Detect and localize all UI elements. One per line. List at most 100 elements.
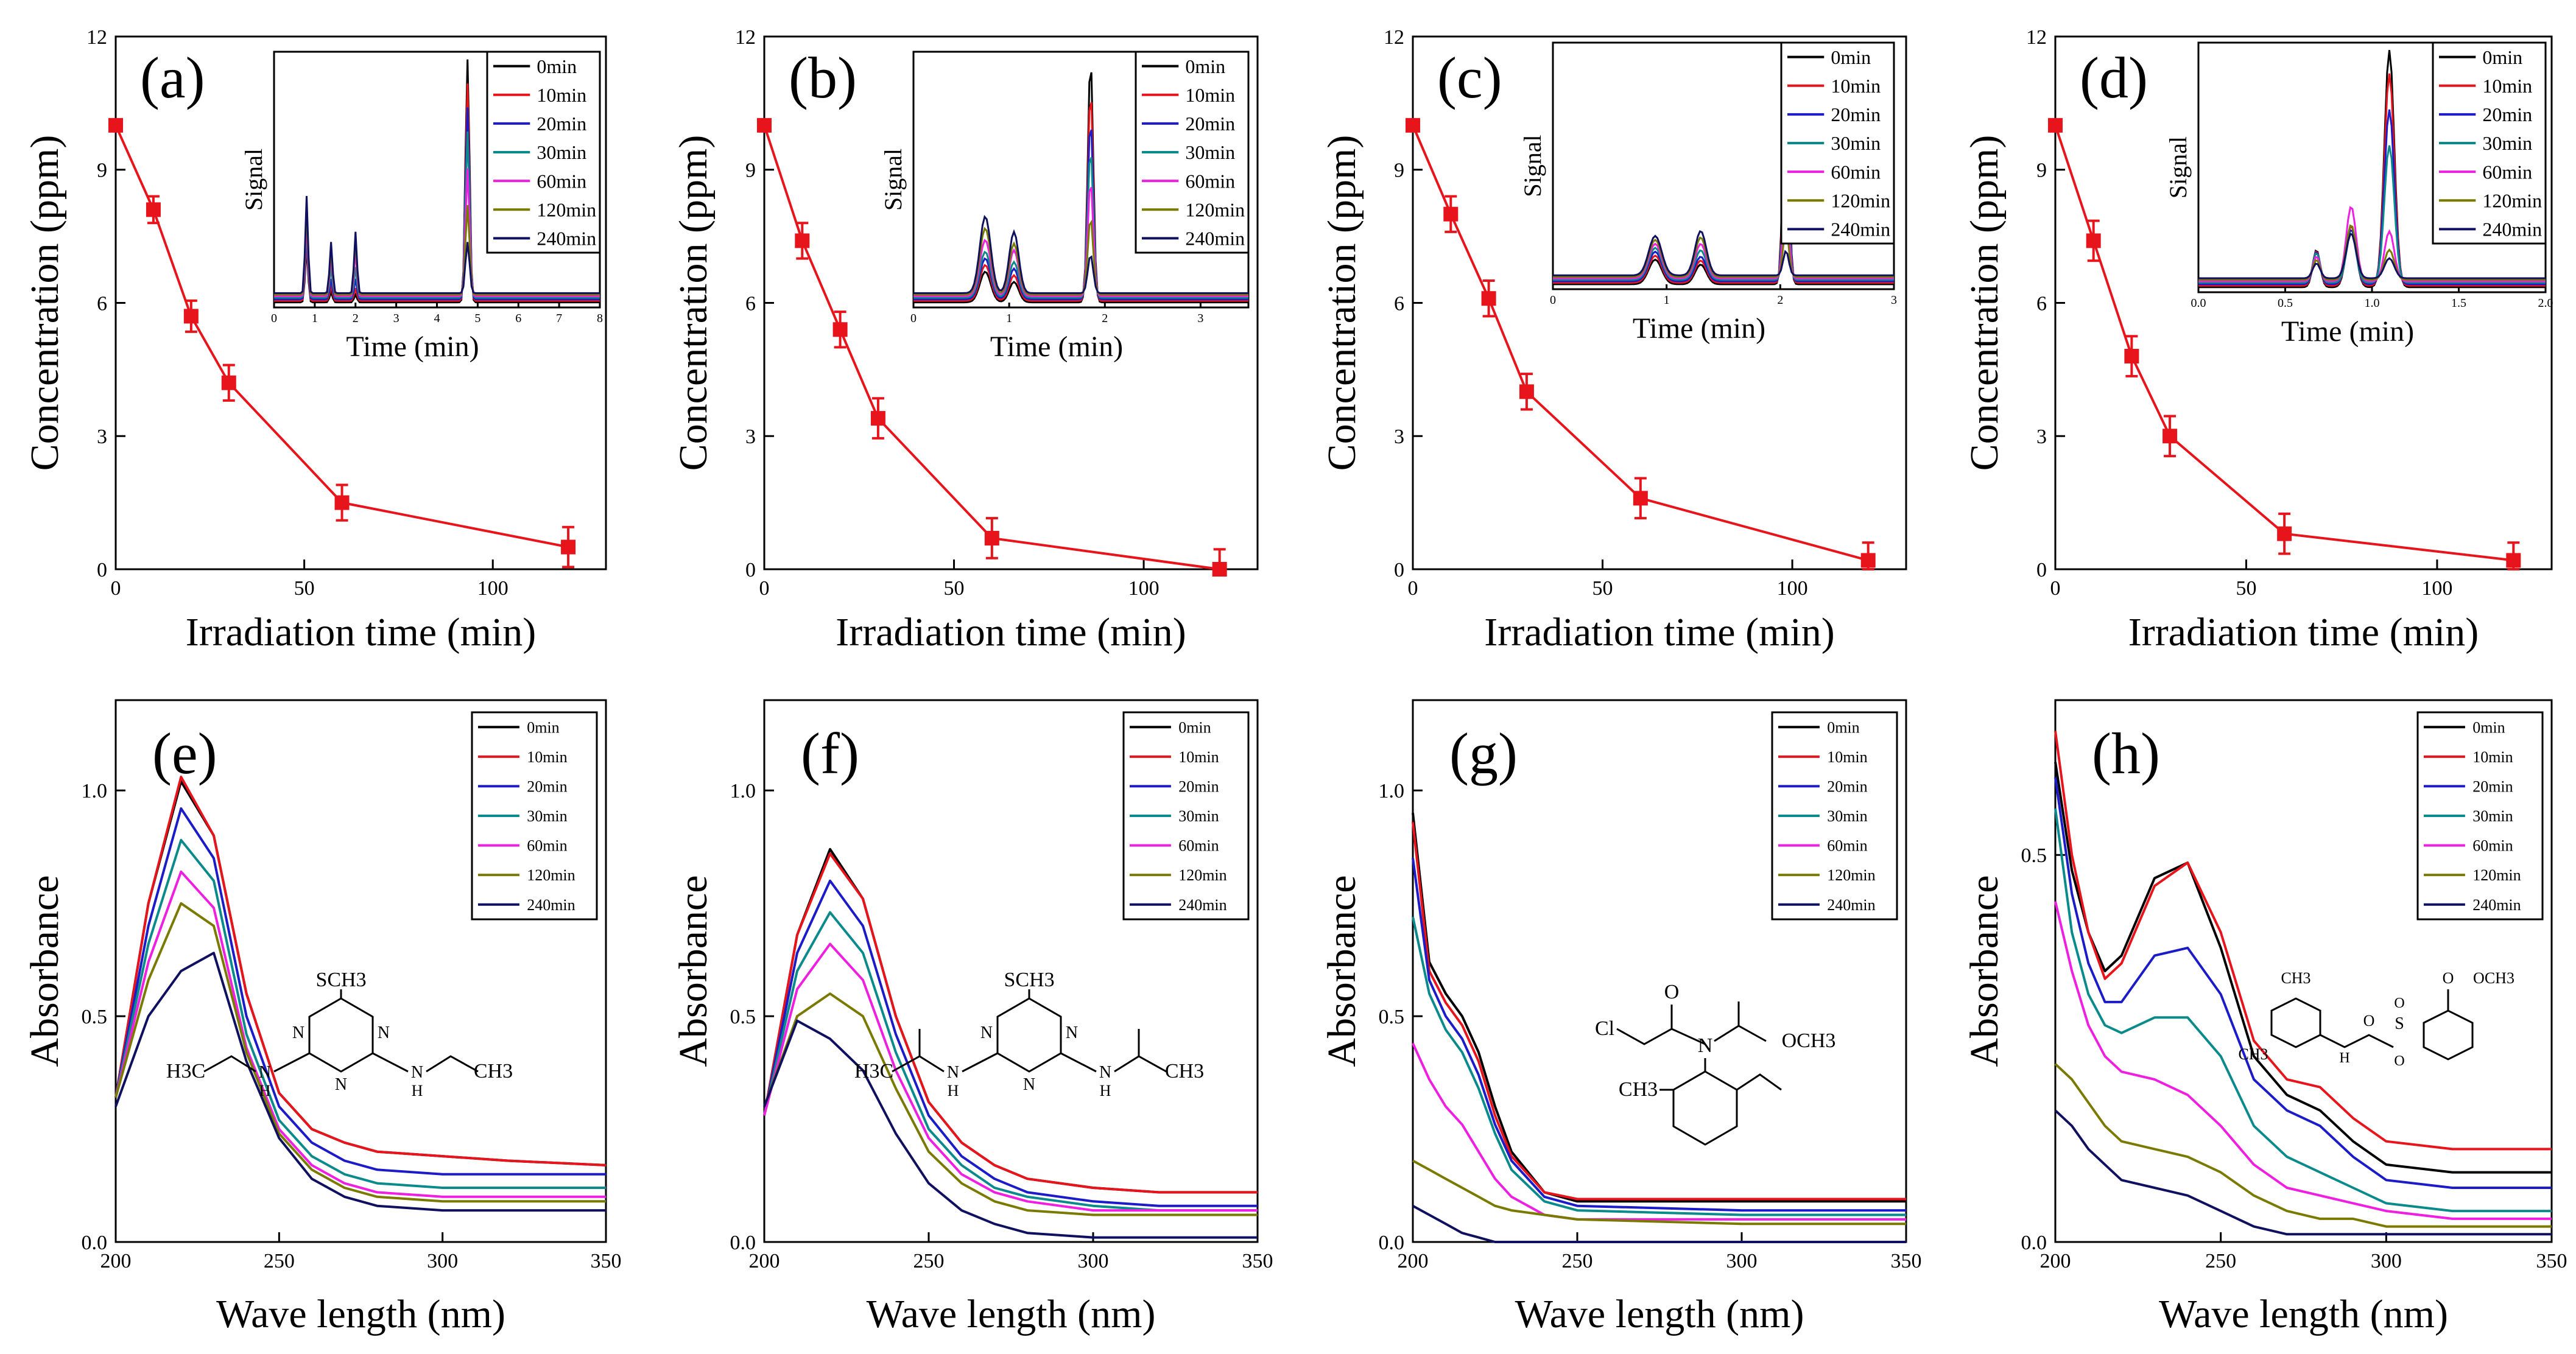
inset-x-tick-label: 2.0: [2538, 296, 2553, 310]
structure-label: O: [1664, 981, 1680, 1003]
y-tick-label: 0.5: [82, 1006, 108, 1028]
y-tick-label: 0.0: [730, 1232, 756, 1254]
inset-x-tick-label: 7: [556, 312, 562, 325]
data-point: [2048, 118, 2063, 133]
x-tick-label: 100: [2421, 577, 2452, 600]
legend-label: 30min: [1831, 132, 1881, 154]
legend-label: 60min: [1178, 837, 1219, 855]
data-line: [763, 125, 1220, 570]
inset-x-tick-label: 6: [515, 312, 521, 325]
structure-label: CH3: [474, 1060, 513, 1082]
y-tick-label: 3: [745, 426, 756, 448]
legend-label: 10min: [1178, 748, 1219, 766]
x-tick-label: 250: [913, 1250, 945, 1272]
series-line-240min: [1412, 1204, 1906, 1243]
x-tick-label: 300: [1078, 1250, 1109, 1272]
legend-label: 0min: [1178, 718, 1211, 736]
benzene-ring: [2423, 1009, 2474, 1061]
chain: [1616, 1028, 1672, 1045]
y-tick-label: 9: [97, 160, 107, 182]
legend-label: 30min: [1178, 807, 1219, 825]
x-tick-label: 200: [1398, 1250, 1429, 1272]
ring: [996, 997, 1062, 1073]
structure-label: S: [2395, 1014, 2404, 1033]
inset-chromatogram: 0 1 2 3 Time (min) Signal 0min 10min 20min 30min 6…: [1519, 41, 1897, 345]
series-line-120min: [1412, 1159, 1906, 1226]
y-axis-label: Absorbance: [1962, 875, 2007, 1067]
inset-x-tick-label: 2: [1777, 293, 1783, 307]
legend-label: 60min: [2482, 161, 2532, 183]
inset-x-axis-label: Time (min): [990, 331, 1123, 363]
x-axis-label: Irradiation time (min): [186, 610, 536, 654]
legend-label: 60min: [1831, 161, 1881, 183]
legend-label: 0min: [537, 55, 577, 77]
inset-x-tick-label: 0: [1550, 293, 1556, 307]
legend-label: 0min: [2482, 46, 2522, 68]
x-tick-label: 300: [427, 1250, 458, 1272]
series-line-30min: [1412, 916, 1906, 1216]
y-tick-label: 3: [2036, 426, 2047, 448]
legend-label: 240min: [2472, 896, 2521, 914]
y-tick-label: 1.0: [1379, 780, 1405, 802]
inset-chromatogram: 0 1 2 3 Time (min) Signal 0min 10min 20min 30min 6…: [879, 51, 1250, 363]
inset-x-tick-label: 8: [597, 312, 603, 325]
structure-label: N: [411, 1063, 423, 1082]
inset-x-tick-label: 2: [1102, 312, 1108, 325]
legend-label: 240min: [2482, 219, 2542, 240]
inset-trace: [1553, 125, 1894, 282]
panel-h: 200 250 300 350 0.0 0.5 (h) Wave length (nm) Abs…: [1962, 699, 2567, 1336]
inset-trace: [2198, 224, 2546, 281]
y-tick-label: 1.0: [730, 780, 756, 802]
legend-label: 240min: [1178, 896, 1226, 914]
series-line-240min: [763, 1019, 1258, 1239]
bond: [1671, 1028, 1706, 1045]
x-tick-label: 250: [264, 1250, 295, 1272]
x-axis-label: Irradiation time (min): [1484, 610, 1834, 654]
x-tick-label: 200: [100, 1250, 132, 1272]
inset-x-tick-label: 2: [353, 312, 359, 325]
y-tick-label: 0: [2036, 559, 2047, 581]
data-point: [1633, 491, 1648, 506]
y-tick-label: 0.5: [1379, 1006, 1405, 1028]
ring: [308, 997, 374, 1073]
y-axis-label: Concentration (ppm): [23, 135, 67, 471]
inset-x-tick-label: 1: [1006, 312, 1012, 325]
chain: [2320, 1034, 2394, 1048]
legend-label: 10min: [537, 84, 586, 106]
x-tick-label: 350: [591, 1250, 622, 1272]
legend-label: 0min: [527, 718, 559, 736]
legend-label: 20min: [2472, 778, 2513, 796]
inset-trace: [274, 59, 600, 304]
x-axis-label: Wave length (nm): [867, 1292, 1156, 1336]
panel-f: 200 250 300 350 0.0 0.5 1.0 (f) Wave length (nm)…: [671, 699, 1273, 1336]
legend-label: 30min: [537, 141, 586, 163]
x-tick-label: 200: [2040, 1250, 2071, 1272]
inset-x-tick-label: 0: [910, 312, 917, 325]
x-tick-label: 50: [1592, 577, 1613, 600]
panel-label: (f): [801, 721, 859, 786]
legend-label: 10min: [527, 748, 567, 766]
structure-label: SCH3: [1004, 969, 1054, 991]
inset-trace: [274, 195, 600, 294]
x-tick-label: 350: [1242, 1250, 1273, 1272]
inset-x-tick-label: 3: [393, 312, 399, 325]
structure-label: O: [2363, 1012, 2375, 1030]
series-line-20min: [763, 879, 1258, 1207]
x-tick-label: 0: [1408, 577, 1418, 600]
y-tick-label: 6: [2036, 292, 2047, 315]
panel-label: (e): [152, 721, 217, 786]
inset-trace: [1553, 226, 1894, 278]
legend-label: 20min: [1827, 778, 1867, 796]
legend-label: 0min: [1831, 46, 1871, 68]
y-tick-label: 0.5: [730, 1006, 756, 1028]
series-line-240min: [114, 952, 606, 1212]
x-tick-label: 100: [1128, 577, 1160, 600]
legend-label: 120min: [1827, 866, 1875, 884]
benzene-ring: [1672, 1070, 1738, 1146]
inset-trace: [913, 215, 1248, 294]
chain: [1736, 1073, 1782, 1091]
structure-label: SCH3: [315, 969, 366, 991]
